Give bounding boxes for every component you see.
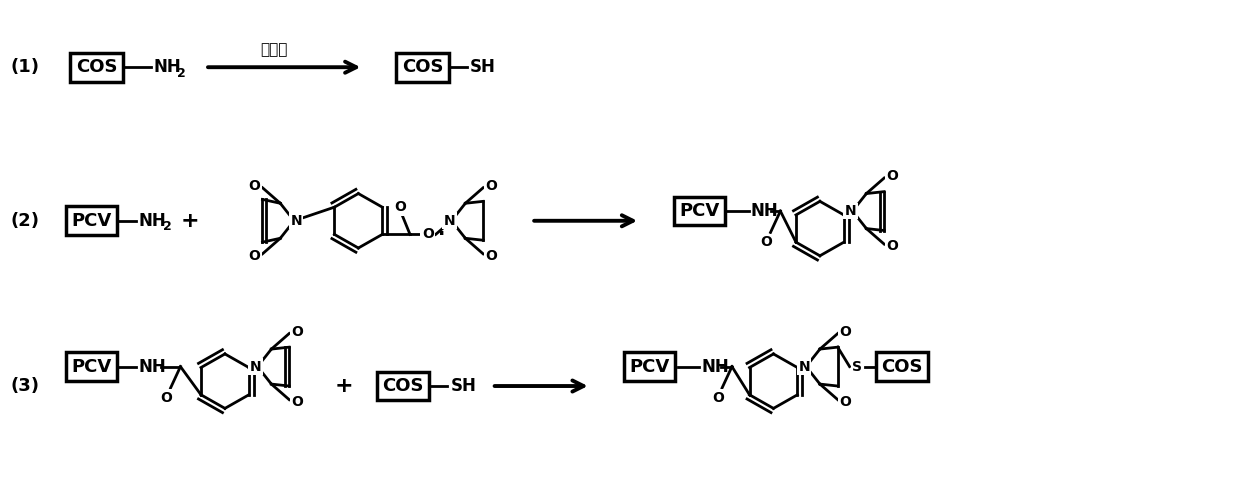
Text: N: N xyxy=(799,360,810,373)
Text: NH: NH xyxy=(750,202,779,220)
Text: (3): (3) xyxy=(11,377,40,395)
Text: NH: NH xyxy=(154,58,181,76)
Text: O: O xyxy=(887,239,898,253)
Text: COS: COS xyxy=(402,58,444,76)
Text: N: N xyxy=(290,214,301,228)
Text: NH: NH xyxy=(139,212,166,230)
Text: (1): (1) xyxy=(11,58,40,76)
Text: (2): (2) xyxy=(11,212,40,230)
Text: +: + xyxy=(181,211,200,231)
Text: O: O xyxy=(839,395,852,409)
Text: O: O xyxy=(394,200,405,214)
Text: O: O xyxy=(249,179,260,193)
Text: SH: SH xyxy=(450,377,476,395)
Text: O: O xyxy=(887,169,898,183)
Text: S: S xyxy=(852,360,863,373)
Text: O: O xyxy=(422,227,434,242)
Text: O: O xyxy=(249,249,260,263)
Text: O: O xyxy=(485,249,497,263)
Text: PCV: PCV xyxy=(680,202,719,220)
Text: COS: COS xyxy=(882,358,923,375)
Text: O: O xyxy=(485,179,497,193)
Text: ·: · xyxy=(438,225,445,244)
Text: NH: NH xyxy=(702,358,729,375)
Text: NH: NH xyxy=(139,358,166,375)
Text: 2: 2 xyxy=(177,66,186,79)
Text: +: + xyxy=(335,376,353,396)
Text: N: N xyxy=(249,360,262,373)
Text: PCV: PCV xyxy=(72,212,112,230)
Text: O: O xyxy=(839,324,852,339)
Text: O: O xyxy=(712,391,724,405)
Text: COS: COS xyxy=(76,58,118,76)
Text: COS: COS xyxy=(382,377,424,395)
Text: N: N xyxy=(844,204,857,218)
Text: O: O xyxy=(291,324,303,339)
Text: 2: 2 xyxy=(162,220,171,233)
Text: O: O xyxy=(161,391,172,405)
Text: SH: SH xyxy=(470,58,496,76)
Text: N: N xyxy=(444,214,455,228)
Text: O: O xyxy=(760,235,773,249)
Text: 疆基化: 疆基化 xyxy=(260,42,288,57)
Text: PCV: PCV xyxy=(72,358,112,375)
Text: PCV: PCV xyxy=(630,358,670,375)
Text: O: O xyxy=(291,395,303,409)
